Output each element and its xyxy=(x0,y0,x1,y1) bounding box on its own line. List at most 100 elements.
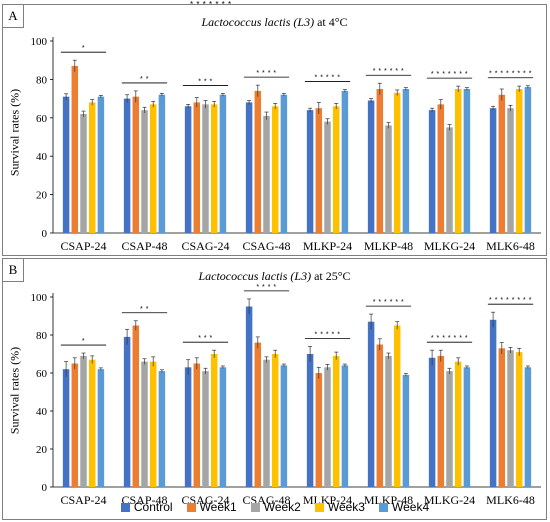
bar xyxy=(149,361,157,487)
x-tick-label: MLKP-48 xyxy=(364,239,413,253)
bar xyxy=(202,371,209,487)
bar xyxy=(437,104,445,233)
y-tick-label: 100 xyxy=(31,36,48,48)
significance-label: * * * * xyxy=(256,70,276,77)
bar xyxy=(454,89,462,233)
significance-label: * * * * * * xyxy=(373,299,405,306)
bar xyxy=(280,365,288,487)
bar xyxy=(97,369,105,487)
legend-swatch xyxy=(378,502,388,512)
legend: Control Week1 Week2 Week3 Week4 xyxy=(0,498,550,516)
bar xyxy=(62,369,70,487)
chart-title: Lactococcus lactis (L3) at 4°C xyxy=(3,15,546,30)
bar xyxy=(524,367,532,487)
bar xyxy=(341,365,349,487)
bar xyxy=(515,352,523,487)
bar xyxy=(80,355,87,487)
bar xyxy=(515,89,523,233)
bar xyxy=(315,108,323,233)
legend-item-week2: Week2 xyxy=(250,498,301,516)
x-tick-label: CSAP-24 xyxy=(60,239,106,253)
bar xyxy=(219,94,227,233)
bar xyxy=(71,65,79,234)
bar xyxy=(428,357,436,487)
bar xyxy=(446,371,453,487)
bar xyxy=(385,125,392,233)
bar xyxy=(367,100,375,234)
bar xyxy=(158,371,166,487)
bar xyxy=(141,361,148,487)
bar xyxy=(332,355,340,487)
x-tick-label: MLKP-24 xyxy=(303,239,352,253)
bar xyxy=(158,94,166,233)
significance-label: * * * * * * * xyxy=(431,71,468,78)
bar xyxy=(498,94,506,233)
panel-b: B Lactococcus lactis (L3) at 25°C Surviv… xyxy=(2,258,547,520)
legend-swatch xyxy=(120,502,130,512)
bar xyxy=(393,325,401,487)
panel-label: A xyxy=(3,5,24,28)
bar xyxy=(123,98,131,233)
legend-label: Week4 xyxy=(391,500,430,514)
chart-title-organism: Lactococcus lactis (L3) xyxy=(198,269,312,283)
significance-label: * xyxy=(82,338,85,345)
chart-title-condition: at 25°C xyxy=(311,269,351,283)
bar xyxy=(393,92,401,233)
chart-title-condition: at 4°C xyxy=(314,15,348,29)
significance-label: * * * xyxy=(198,335,213,342)
legend-item-week1: Week1 xyxy=(186,498,237,516)
significance-label: * xyxy=(82,45,85,52)
bar xyxy=(507,108,514,233)
bar xyxy=(341,90,349,233)
significance-label: * * * * * * * * xyxy=(489,297,532,304)
y-tick-label: 40 xyxy=(36,151,48,163)
bar xyxy=(507,350,514,487)
bar xyxy=(402,89,410,233)
x-tick-label: CSAG-48 xyxy=(242,239,290,253)
y-tick-label: 80 xyxy=(36,74,48,86)
legend-swatch xyxy=(314,502,324,512)
bar xyxy=(463,89,471,233)
significance-label: * * * xyxy=(198,78,213,85)
chart-title-organism: Lactococcus lactis (L3) xyxy=(201,15,315,29)
x-tick-label: CSAG-24 xyxy=(181,239,229,253)
legend-item-control: Control xyxy=(120,498,173,516)
bar xyxy=(524,87,532,233)
bar xyxy=(498,348,506,487)
bar xyxy=(62,96,70,234)
bar xyxy=(132,325,140,487)
bar xyxy=(97,96,105,234)
bar xyxy=(193,363,201,487)
bar xyxy=(463,367,471,487)
bar xyxy=(306,354,314,487)
y-tick-label: 20 xyxy=(36,190,48,202)
bar xyxy=(88,359,96,487)
bar xyxy=(271,106,279,233)
bar xyxy=(367,321,375,487)
y-tick-label: 40 xyxy=(36,406,48,418)
bar xyxy=(210,104,218,233)
bar xyxy=(202,104,209,233)
bar xyxy=(280,94,288,233)
significance-label: * * * * * xyxy=(315,75,341,82)
bar xyxy=(376,89,384,233)
y-tick-label: 80 xyxy=(36,330,48,342)
bar xyxy=(454,361,462,487)
bar xyxy=(71,363,79,487)
bar xyxy=(210,354,218,487)
x-tick-label: CSAP-24 xyxy=(60,493,106,507)
bar xyxy=(489,108,497,233)
legend-swatch xyxy=(186,502,196,512)
x-tick-label: MLKP-48 xyxy=(364,493,413,507)
bar xyxy=(324,121,331,233)
bar xyxy=(132,96,140,234)
bar xyxy=(123,336,131,487)
legend-label: Week3 xyxy=(327,500,365,514)
significance-label: * * * * * * xyxy=(373,68,405,75)
significance-label: * * * * * * * * xyxy=(489,71,532,78)
bar xyxy=(306,110,314,233)
legend-item-week3: Week3 xyxy=(314,498,365,516)
panel-label: B xyxy=(3,259,24,282)
x-tick-label: MLKG-24 xyxy=(424,239,475,253)
